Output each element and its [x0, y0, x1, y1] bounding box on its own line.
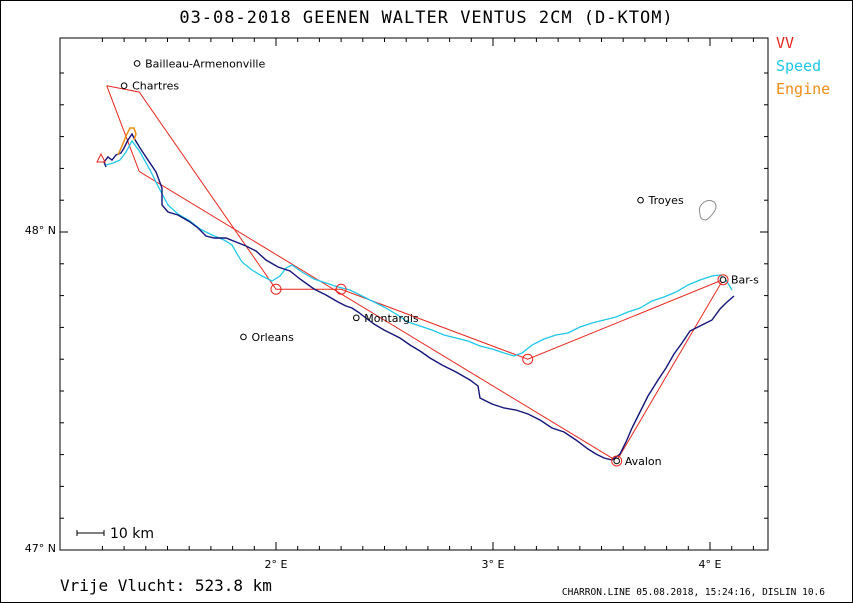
turnpoint-circle [522, 353, 534, 365]
scale-bar-label: 10 km [110, 526, 154, 542]
turnpoint-circle [611, 455, 623, 467]
axis-ticks [60, 38, 768, 550]
speed-track [105, 139, 733, 357]
x-tick-label-2e: 2° E [265, 558, 288, 571]
x-tick-label-3e: 3° E [482, 558, 505, 571]
lake-outline [698, 199, 717, 221]
y-tick-label-47n: 47° N [25, 542, 56, 555]
place-marker-bailleau-armenonville [133, 60, 141, 67]
place-label-bar-s: Bar-s [731, 274, 759, 287]
place-marker-montargis [352, 314, 360, 322]
x-tick-label-4e: 4° E [699, 558, 722, 571]
place-marker-bar-s [719, 276, 727, 284]
flight-title: 03-08-2018 GEENEN WALTER VENTUS 2CM (D-K… [179, 8, 674, 28]
turnpoint-circle [717, 274, 729, 286]
turnpoint-circle [270, 283, 282, 295]
engine-track [117, 127, 137, 156]
legend-vv: VV [776, 34, 795, 52]
free-flight-distance: Vrije Vlucht: 523.8 km [60, 576, 272, 595]
turnpoint-circle [335, 283, 347, 295]
scale-bar: 10 km [76, 526, 154, 542]
place-markers: Bailleau-Armenonville Chartres Troyes Orlea… [120, 57, 759, 468]
axis-labels: 2° E 3° E 4° E 47° N 48° N [25, 224, 722, 571]
legend-engine: Engine [776, 80, 831, 98]
task-line [106, 85, 725, 462]
place-label-avalon: Avalon [625, 455, 662, 468]
place-marker-avalon [613, 457, 620, 465]
start-triangle-icon [96, 152, 106, 163]
place-marker-troyes [637, 196, 644, 204]
place-label-montargis: Montargis [364, 312, 419, 325]
place-marker-chartres [120, 82, 128, 90]
y-tick-label-48n: 48° N [25, 224, 56, 237]
turnpoint-markers [270, 274, 729, 467]
map-frame [59, 37, 769, 551]
place-marker-orleans [240, 333, 247, 341]
place-label-troyes: Troyes [648, 194, 684, 207]
legend-speed: Speed [776, 57, 822, 75]
credits-line: CHARRON.LINE 05.08.2018, 15:24:16, DISLI… [561, 587, 825, 598]
place-label-chartres: Chartres [132, 80, 179, 93]
place-label-orleans: Orleans [251, 331, 294, 344]
place-label-bailleau-armenonville: Bailleau-Armenonville [145, 57, 265, 70]
flight-track [103, 132, 735, 461]
